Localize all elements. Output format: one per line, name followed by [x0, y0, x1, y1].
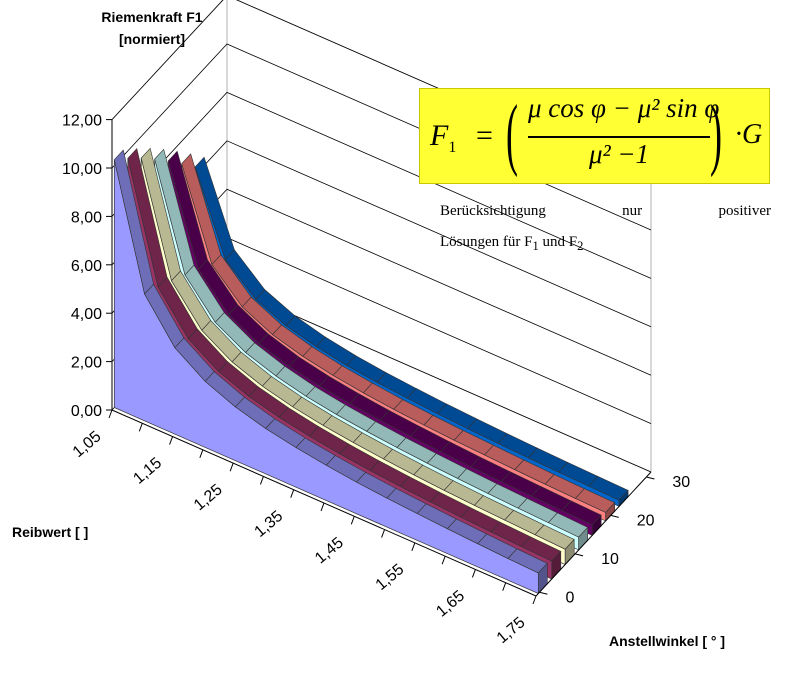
formula-tail: ·G [735, 119, 763, 150]
x-tick-label: 1,35 [252, 508, 287, 541]
z-tick-label: 10 [601, 551, 619, 568]
z-tick-mark [539, 591, 548, 595]
x-tick-mark [532, 595, 537, 605]
z-tick-labels: 0 10 20 30 [565, 474, 690, 606]
formula-close-paren: ) [710, 90, 722, 178]
x-tick-mark [350, 516, 355, 525]
note-line1: Berücksichtigung nur positiver [440, 203, 771, 219]
y-tick-label: 12,00 [62, 113, 102, 130]
z-tick-mark [574, 553, 584, 557]
x-tick-mark [471, 569, 476, 578]
x-tick-mark [381, 529, 386, 538]
y-axis-title: Riemenkraft F1 [normiert] [101, 9, 202, 47]
x-tick-mark [169, 436, 174, 445]
axes [106, 119, 655, 605]
z-tick-mark [610, 514, 619, 518]
z-tick-label: 0 [565, 589, 574, 606]
series-ribbon [127, 147, 562, 580]
z-axis-title: Anstellwinkel [ ° ] [609, 633, 725, 649]
x-tick-label: 1,65 [433, 587, 468, 620]
formula-open-paren: ( [506, 90, 518, 178]
note-text: Berücksichtigung nur positiver Lösungen … [440, 196, 771, 262]
y-tick-label: 2,00 [71, 355, 102, 372]
formula-denominator: μ² −1 [588, 139, 650, 169]
z-tick-mark [646, 476, 655, 480]
x-tick-label: 1,25 [191, 481, 226, 514]
x-tick-mark [199, 449, 204, 459]
y-axis-title-line2: [normiert] [119, 31, 185, 47]
x-tick-mark [290, 489, 295, 498]
y-axis-title-line1: Riemenkraft F1 [101, 9, 202, 25]
x-tick-mark [259, 476, 264, 485]
x-tick-mark [320, 502, 325, 512]
x-tick-mark [108, 409, 113, 419]
formula-box: F1 = ( μ cos φ − μ² sin φ μ² −1 ) ·G [419, 88, 770, 184]
x-tick-label: 1,45 [312, 534, 347, 567]
x-tick-mark [229, 462, 234, 472]
x-tick-label: 1,55 [373, 561, 408, 594]
y-tick-labels: 0,00 2,00 4,00 6,00 8,00 10,00 12,00 [62, 113, 102, 420]
x-tick-label: 1,15 [130, 455, 165, 488]
note-line2: Lösungen für F1 und F2 [440, 234, 584, 253]
z-axis-line [535, 471, 652, 597]
z-tick-label: 20 [637, 512, 655, 529]
x-axis-title: Reibwert [ ] [12, 524, 88, 540]
series-ribbons [113, 147, 629, 595]
y-tick-label: 8,00 [71, 209, 102, 226]
formula-fraction-bar [528, 136, 710, 138]
y-tick-label: 6,00 [71, 258, 102, 275]
x-tick-mark [502, 582, 507, 591]
y-tick-label: 10,00 [62, 161, 102, 178]
x-tick-label: 1,75 [494, 614, 529, 647]
z-tick-label: 30 [672, 474, 690, 491]
y-tick-label: 0,00 [71, 403, 102, 420]
formula-numerator: μ cos φ − μ² sin φ [528, 93, 720, 123]
x-tick-mark [411, 542, 416, 552]
x-tick-mark [138, 423, 143, 432]
x-tick-label: 1,05 [70, 428, 105, 461]
y-tick-label: 4,00 [71, 306, 102, 323]
x-tick-mark [441, 555, 446, 565]
series-ribbon [113, 149, 548, 595]
formula-lhs: F1 [430, 119, 457, 156]
formula-equals: = [476, 119, 493, 152]
